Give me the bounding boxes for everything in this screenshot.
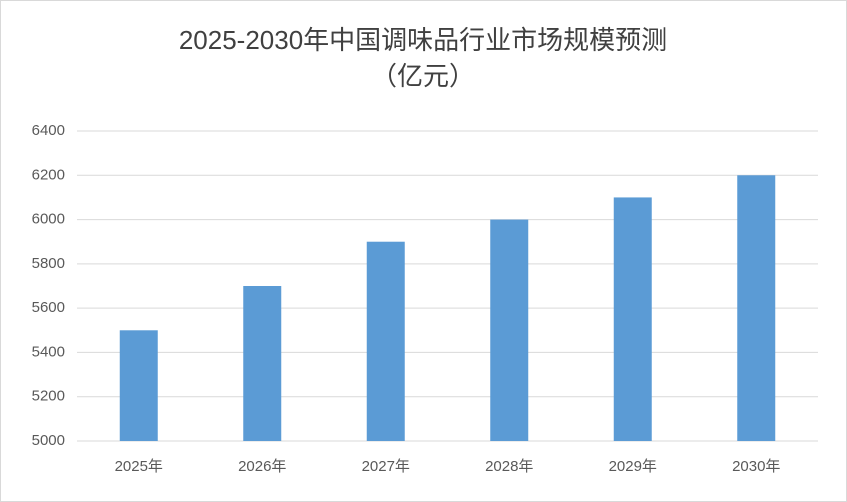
x-tick-label: 2026年	[238, 458, 286, 475]
x-tick-label: 2028年	[485, 458, 533, 475]
y-tick-label: 5000	[32, 432, 65, 449]
bar	[243, 286, 282, 441]
bar	[737, 175, 776, 442]
y-tick-label: 5200	[32, 388, 65, 405]
y-tick-label: 6200	[32, 166, 65, 183]
bar	[490, 219, 529, 441]
chart-subtitle: （亿元）	[371, 61, 475, 91]
y-tick-label: 5800	[32, 255, 65, 272]
x-tick-label: 2025年	[115, 458, 163, 475]
bar	[119, 330, 158, 441]
x-tick-label: 2029年	[609, 458, 657, 475]
y-tick-label: 5600	[32, 299, 65, 316]
y-tick-label: 6000	[32, 211, 65, 228]
y-tick-label: 5400	[32, 343, 65, 360]
bar	[613, 197, 652, 441]
bar	[366, 241, 405, 441]
x-tick-label: 2030年	[732, 458, 780, 475]
x-tick-label: 2027年	[362, 458, 410, 475]
y-tick-label: 6400	[32, 122, 65, 139]
chart-title: 2025-2030年中国调味品行业市场规模预测	[179, 25, 667, 55]
